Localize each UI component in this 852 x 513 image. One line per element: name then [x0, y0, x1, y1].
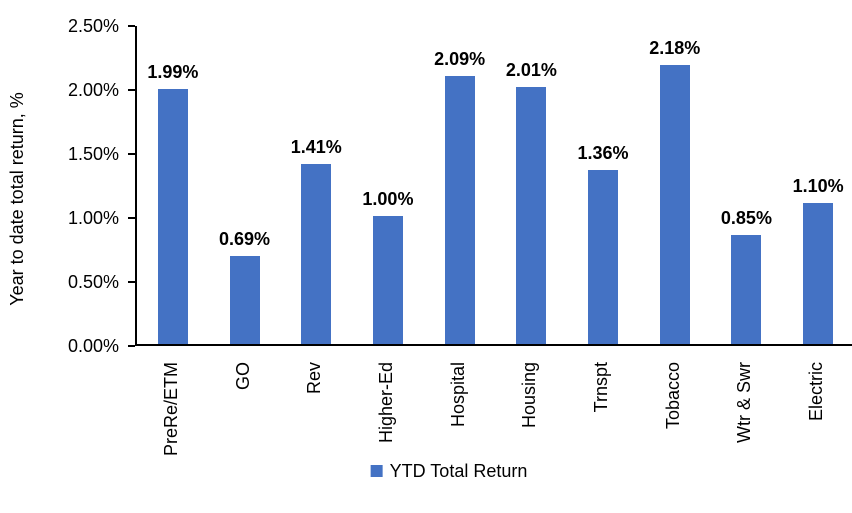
- bar-value-label: 2.01%: [505, 59, 557, 80]
- x-axis-category-label: Higher-Ed: [375, 362, 396, 444]
- x-axis-category-label: Trnspt: [591, 362, 612, 413]
- bar-electric: [803, 203, 834, 344]
- bar-value-label: 1.10%: [792, 176, 844, 197]
- bar-tobacco: [659, 64, 690, 344]
- bar-value-label: 1.99%: [147, 62, 199, 83]
- plot-area: 1.99% 0.69% 1.41% 1.00% 2.09% 2.01% 1.36% 2.18%…: [128, 25, 852, 347]
- y-axis-tick-label: 0.50%: [67, 272, 119, 292]
- y-axis-tick-mark: [128, 153, 135, 155]
- bar-higher-ed: [372, 216, 403, 344]
- y-axis-tick-mark: [128, 89, 135, 91]
- x-axis-category-label: GO: [232, 362, 253, 391]
- bar-value-label: 1.41%: [290, 136, 342, 157]
- bar-value-label: 2.09%: [434, 49, 486, 70]
- legend: YTD Total Return: [370, 461, 528, 481]
- bar-value-label: 1.36%: [577, 142, 629, 163]
- bar-value-label: 0.85%: [720, 208, 772, 229]
- bar-value-label: 1.00%: [362, 189, 414, 209]
- y-axis-tick-label: 2.50%: [67, 16, 119, 36]
- x-axis-category-label: Rev: [304, 362, 325, 395]
- bar-value-label: 0.69%: [219, 228, 271, 249]
- bar-trnspt: [588, 169, 619, 344]
- bar-hospital: [444, 76, 475, 344]
- y-axis-tick-mark: [128, 281, 135, 283]
- x-axis-category-label: Housing: [519, 362, 540, 429]
- bar-rev: [301, 163, 332, 344]
- y-axis-tick-mark: [128, 25, 135, 27]
- y-axis-tick-label: 2.00%: [67, 80, 119, 100]
- x-axis-category-label: PreRe/ETM: [160, 362, 181, 457]
- y-axis-tick-label: 0.00%: [67, 336, 119, 356]
- legend-swatch-icon: [370, 465, 383, 477]
- x-axis-category-label: Wtr & Swr: [734, 362, 755, 443]
- y-axis-tick-label: 1.00%: [67, 208, 119, 228]
- x-axis-category-label: Tobacco: [662, 362, 683, 430]
- x-axis-category-label: Hospital: [447, 362, 468, 428]
- y-axis-tick-label: 1.50%: [67, 144, 119, 164]
- bar-housing: [516, 86, 547, 344]
- bar-wtr-swr: [731, 235, 762, 344]
- y-axis-tick-mark: [128, 345, 135, 347]
- y-axis-tick-mark: [128, 217, 135, 219]
- bar-value-label: 2.18%: [649, 37, 701, 58]
- x-axis-category-label: Electric: [806, 362, 827, 422]
- bar-prere-etm: [157, 89, 188, 344]
- legend-label: YTD Total Return: [389, 461, 528, 481]
- bar-go: [229, 255, 260, 344]
